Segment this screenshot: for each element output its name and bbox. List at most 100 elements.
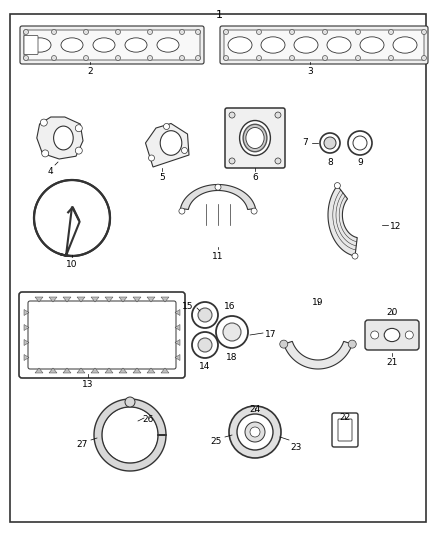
Circle shape xyxy=(75,125,82,132)
Circle shape xyxy=(215,184,221,190)
Circle shape xyxy=(348,131,372,155)
Polygon shape xyxy=(105,297,113,302)
Text: 22: 22 xyxy=(339,413,351,422)
Ellipse shape xyxy=(261,37,285,53)
Text: 26: 26 xyxy=(142,415,154,424)
Circle shape xyxy=(275,112,281,118)
Polygon shape xyxy=(24,325,29,330)
Polygon shape xyxy=(284,341,352,369)
Circle shape xyxy=(181,148,187,154)
Circle shape xyxy=(75,147,82,154)
Circle shape xyxy=(257,29,261,35)
Text: 19: 19 xyxy=(312,298,324,307)
Polygon shape xyxy=(63,368,71,373)
Circle shape xyxy=(216,316,248,348)
Circle shape xyxy=(116,55,120,61)
Polygon shape xyxy=(161,368,169,373)
Polygon shape xyxy=(147,297,155,302)
Ellipse shape xyxy=(294,37,318,53)
FancyBboxPatch shape xyxy=(28,301,176,369)
Circle shape xyxy=(125,397,135,407)
Circle shape xyxy=(280,340,288,348)
Ellipse shape xyxy=(160,131,182,155)
Circle shape xyxy=(195,55,201,61)
Polygon shape xyxy=(328,185,357,256)
Text: 2: 2 xyxy=(87,67,93,76)
Polygon shape xyxy=(180,184,255,209)
FancyBboxPatch shape xyxy=(365,320,419,350)
Circle shape xyxy=(334,183,340,189)
Ellipse shape xyxy=(53,126,73,150)
Circle shape xyxy=(229,158,235,164)
FancyBboxPatch shape xyxy=(225,108,285,168)
Circle shape xyxy=(180,29,184,35)
Circle shape xyxy=(223,323,241,341)
Text: 6: 6 xyxy=(252,173,258,182)
Ellipse shape xyxy=(93,38,115,52)
Text: 1: 1 xyxy=(215,10,223,20)
Circle shape xyxy=(275,158,281,164)
Ellipse shape xyxy=(61,38,83,52)
Text: 27: 27 xyxy=(77,440,88,449)
Circle shape xyxy=(84,29,88,35)
Polygon shape xyxy=(77,297,85,302)
FancyBboxPatch shape xyxy=(19,292,185,378)
Circle shape xyxy=(24,55,28,61)
Ellipse shape xyxy=(327,37,351,53)
Circle shape xyxy=(229,406,281,458)
Polygon shape xyxy=(175,354,180,360)
Polygon shape xyxy=(49,368,57,373)
Ellipse shape xyxy=(228,37,252,53)
Circle shape xyxy=(250,427,260,437)
Circle shape xyxy=(405,331,413,339)
Text: 18: 18 xyxy=(226,353,238,362)
Polygon shape xyxy=(35,368,43,373)
Circle shape xyxy=(421,55,427,61)
Text: 3: 3 xyxy=(307,67,313,76)
Text: 13: 13 xyxy=(82,380,94,389)
Polygon shape xyxy=(119,368,127,373)
Circle shape xyxy=(322,55,328,61)
FancyBboxPatch shape xyxy=(20,26,204,64)
Circle shape xyxy=(179,208,185,214)
FancyBboxPatch shape xyxy=(338,419,352,441)
Circle shape xyxy=(223,55,229,61)
Polygon shape xyxy=(175,325,180,330)
Circle shape xyxy=(223,29,229,35)
Circle shape xyxy=(389,55,393,61)
Text: 12: 12 xyxy=(390,222,401,231)
Ellipse shape xyxy=(393,37,417,53)
Text: 4: 4 xyxy=(47,167,53,176)
Circle shape xyxy=(192,332,218,358)
Text: 20: 20 xyxy=(386,308,398,317)
Ellipse shape xyxy=(29,38,51,52)
Polygon shape xyxy=(119,297,127,302)
Polygon shape xyxy=(105,368,113,373)
Circle shape xyxy=(356,29,360,35)
Text: 17: 17 xyxy=(265,330,276,339)
Polygon shape xyxy=(91,368,99,373)
Text: 7: 7 xyxy=(302,138,308,147)
Circle shape xyxy=(389,29,393,35)
Circle shape xyxy=(148,29,152,35)
Text: 14: 14 xyxy=(199,362,211,371)
Circle shape xyxy=(116,29,120,35)
Circle shape xyxy=(421,29,427,35)
Polygon shape xyxy=(175,340,180,345)
Ellipse shape xyxy=(360,37,384,53)
Circle shape xyxy=(52,55,57,61)
FancyBboxPatch shape xyxy=(220,26,428,64)
Polygon shape xyxy=(147,368,155,373)
Ellipse shape xyxy=(125,38,147,52)
Circle shape xyxy=(290,55,294,61)
Text: 16: 16 xyxy=(224,302,236,311)
Circle shape xyxy=(40,119,47,126)
Circle shape xyxy=(24,29,28,35)
Circle shape xyxy=(103,408,157,462)
Text: 11: 11 xyxy=(212,252,224,261)
FancyBboxPatch shape xyxy=(224,30,424,60)
Polygon shape xyxy=(145,124,189,167)
Polygon shape xyxy=(91,297,99,302)
FancyBboxPatch shape xyxy=(24,36,38,54)
Circle shape xyxy=(195,29,201,35)
